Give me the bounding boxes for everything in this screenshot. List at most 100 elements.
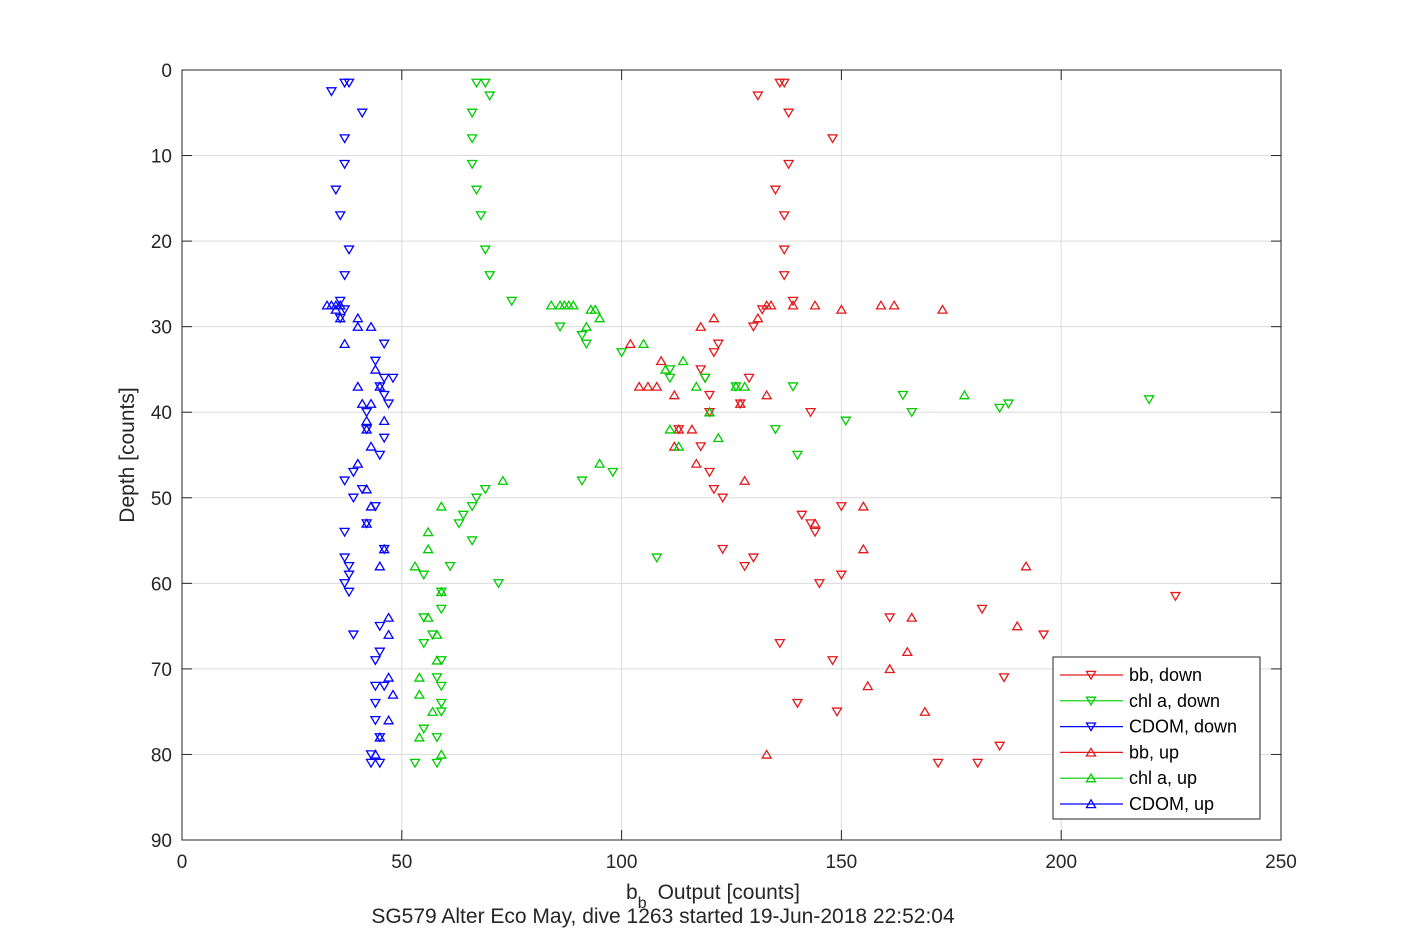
- data-point: [686, 424, 698, 434]
- data-point: [374, 621, 386, 632]
- data-point: [747, 553, 760, 563]
- data-point: [435, 707, 448, 717]
- data-point: [431, 655, 443, 665]
- data-point: [835, 502, 848, 512]
- data-point: [994, 403, 1006, 414]
- data-point: [708, 348, 720, 358]
- data-point: [431, 629, 443, 639]
- data-point: [624, 338, 637, 349]
- y-axis-label: Depth [counts]: [116, 387, 139, 522]
- data-point: [374, 647, 386, 658]
- data-point: [831, 707, 843, 717]
- data-point: [809, 299, 821, 310]
- series-0: [673, 78, 1182, 769]
- data-point: [369, 681, 382, 692]
- data-point: [409, 560, 421, 571]
- data-point: [369, 698, 382, 709]
- legend-label: bb, up: [1129, 742, 1179, 762]
- data-point: [339, 527, 351, 538]
- data-point: [365, 441, 377, 451]
- data-point: [778, 78, 790, 89]
- data-point: [664, 424, 676, 434]
- data-point: [435, 681, 448, 692]
- data-point: [835, 570, 848, 581]
- series-5: [321, 299, 399, 759]
- data-point: [783, 108, 795, 119]
- data-point: [506, 296, 518, 307]
- data-point: [378, 433, 390, 444]
- data-point: [470, 493, 483, 504]
- data-point: [365, 758, 377, 769]
- axis-ticks: 0 50 100 150 200 250 0 10 20 30 40 50 60 70 80 90: [151, 61, 1297, 873]
- data-point: [545, 299, 557, 310]
- data-point: [699, 373, 711, 384]
- data-point: [431, 758, 443, 769]
- data-point: [593, 312, 606, 323]
- data-point: [651, 381, 663, 391]
- data-point: [334, 299, 346, 310]
- data-point: [374, 560, 386, 571]
- data-point: [418, 638, 430, 649]
- data-point: [1169, 591, 1182, 602]
- data-point: [826, 656, 839, 666]
- legend-marker: [1085, 747, 1097, 757]
- data-point: [347, 467, 360, 478]
- data-point: [994, 741, 1006, 752]
- data-point: [1037, 630, 1050, 640]
- data-point: [580, 339, 593, 350]
- data-point: [378, 339, 390, 350]
- data-point: [972, 758, 984, 769]
- data-point: [787, 296, 799, 307]
- data-point: [906, 612, 918, 622]
- data-point: [769, 185, 782, 196]
- data-point: [382, 714, 395, 725]
- data-point: [374, 450, 386, 461]
- data-point: [431, 733, 443, 743]
- data-point: [453, 519, 465, 529]
- data-point: [554, 322, 566, 332]
- data-point: [734, 398, 746, 408]
- data-point: [712, 432, 724, 443]
- data-point: [378, 373, 390, 384]
- data-point: [1143, 395, 1155, 405]
- data-point: [774, 638, 786, 649]
- data-point: [778, 211, 790, 221]
- data-point: [479, 484, 491, 495]
- data-point: [765, 299, 777, 310]
- data-point: [906, 407, 918, 418]
- legend-label: bb, down: [1129, 665, 1202, 685]
- plot-frame: [181, 69, 1282, 841]
- data-point: [1011, 620, 1023, 631]
- data-point: [387, 373, 399, 384]
- data-point: [752, 91, 764, 101]
- data-point: [330, 304, 342, 314]
- data-point: [413, 672, 426, 682]
- series-1: [409, 78, 1155, 769]
- data-point: [593, 458, 606, 468]
- data-point: [761, 389, 773, 400]
- data-point: [739, 561, 751, 572]
- data-point: [352, 321, 364, 331]
- data-point: [1002, 399, 1015, 409]
- legend-marker: [1085, 772, 1097, 783]
- y-tick-label: 20: [151, 232, 172, 253]
- data-point: [778, 271, 790, 281]
- data-point: [637, 338, 650, 349]
- data-point: [936, 304, 949, 314]
- data-point: [862, 680, 874, 691]
- data-point: [813, 579, 826, 589]
- data-point: [1020, 560, 1032, 571]
- x-tick-label: 250: [1265, 852, 1297, 873]
- data-point: [585, 304, 597, 314]
- data-point: [791, 698, 804, 709]
- legend-label: CDOM, down: [1129, 717, 1237, 737]
- legend-label: chl a, down: [1129, 691, 1220, 711]
- data-point: [413, 689, 426, 699]
- y-tick-label: 90: [151, 831, 172, 852]
- data-point: [466, 502, 478, 512]
- data-point: [360, 407, 373, 418]
- data-point: [690, 381, 702, 391]
- data-point: [708, 312, 720, 323]
